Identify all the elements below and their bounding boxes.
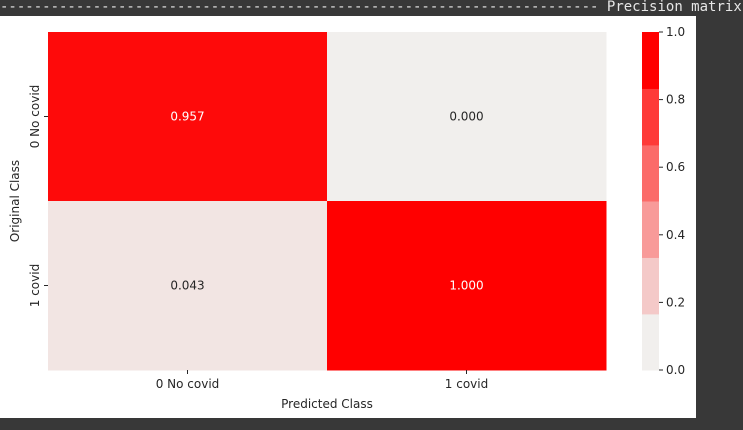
colorbar-tick-label: 0.6 [666, 160, 685, 174]
colorbar-band [642, 32, 659, 89]
colorbar-band [642, 144, 659, 202]
y-tick-label: 1 covid [28, 264, 42, 307]
heatmap-cell [48, 201, 328, 371]
colorbar-tick-label: 0.2 [666, 295, 685, 309]
colorbar-tick-label: 0.0 [666, 363, 685, 377]
header-title: Precision matrix [606, 0, 742, 15]
colorbar-tick-label: 0.4 [666, 228, 685, 242]
colorbar-band [642, 88, 659, 146]
cell-value-label: 0.000 [449, 110, 483, 124]
colorbar [642, 32, 659, 371]
x-tick-label: 1 covid [445, 377, 488, 391]
cell-value-label: 1.000 [449, 279, 483, 293]
heatmap-cells [48, 32, 607, 371]
heatmap-cell [327, 32, 607, 202]
colorbar-tick-label: 1.0 [666, 25, 685, 39]
y-axis-ticks: 0 No covid 1 covid [28, 85, 48, 307]
x-axis-label: Predicted Class [281, 397, 373, 411]
header-dashes-left: ----------------------------------------… [0, 0, 599, 15]
colorbar-ticks: 0.0 0.2 0.4 0.6 0.8 1.0 [659, 25, 685, 377]
y-tick-label: 0 No covid [28, 85, 42, 149]
cell-value-labels: 0.957 0.000 0.043 1.000 [170, 110, 483, 293]
cell-value-label: 0.043 [170, 279, 204, 293]
colorbar-band [642, 201, 659, 258]
x-tick-label: 0 No covid [156, 377, 220, 391]
heatmap-cell [327, 201, 607, 371]
x-axis-ticks: 0 No covid 1 covid [156, 370, 488, 391]
colorbar-tick-label: 0.8 [666, 93, 685, 107]
figure-panel: 0.957 0.000 0.043 1.000 0 No covid 1 covid 0… [0, 16, 696, 418]
precision-matrix-chart: 0.957 0.000 0.043 1.000 0 No covid 1 covid 0… [8, 25, 685, 411]
colorbar-band [642, 313, 659, 371]
heatmap-cell [48, 32, 328, 202]
output-header: ----------------------------------------… [0, 0, 743, 16]
cell-value-label: 0.957 [170, 110, 204, 124]
y-axis-label: Original Class [8, 160, 22, 242]
colorbar-band [642, 257, 659, 315]
